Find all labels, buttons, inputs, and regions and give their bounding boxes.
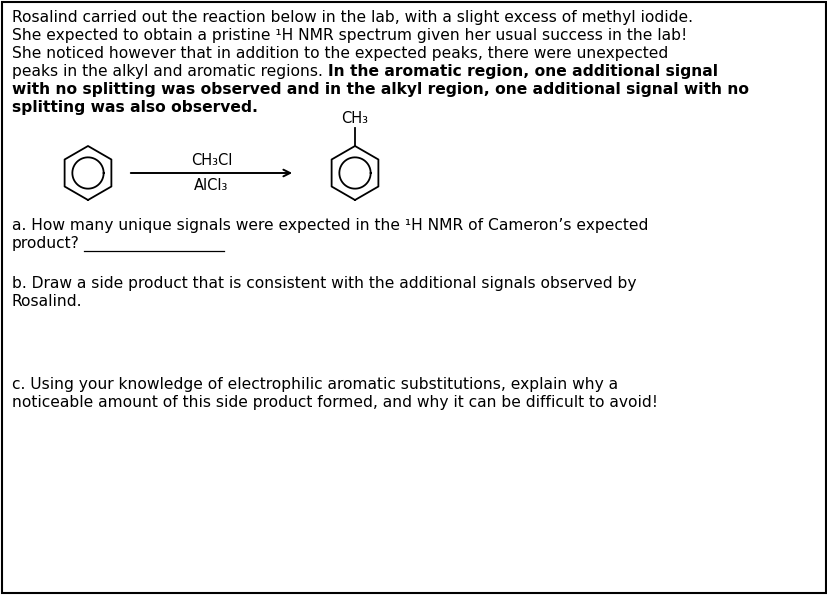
Text: peaks in the alkyl and aromatic regions.: peaks in the alkyl and aromatic regions. <box>12 64 327 79</box>
Text: She expected to obtain a pristine ¹H NMR spectrum given her usual success in the: She expected to obtain a pristine ¹H NMR… <box>12 28 686 43</box>
Text: She noticed however that in addition to the expected peaks, there were unexpecte: She noticed however that in addition to … <box>12 46 667 61</box>
Text: CH₃CI: CH₃CI <box>190 153 232 168</box>
Text: In the aromatic region, one additional signal: In the aromatic region, one additional s… <box>327 64 717 79</box>
Text: AlCl₃: AlCl₃ <box>194 178 228 193</box>
Text: noticeable amount of this side product formed, and why it can be difficult to av: noticeable amount of this side product f… <box>12 395 657 410</box>
Text: splitting was also observed.: splitting was also observed. <box>12 100 258 115</box>
Text: a. How many unique signals were expected in the ¹H NMR of Cameron’s expected: a. How many unique signals were expected… <box>12 218 648 233</box>
Text: with no splitting was observed and in the alkyl region, one additional signal wi: with no splitting was observed and in th… <box>12 82 748 97</box>
Text: c. Using your knowledge of electrophilic aromatic substitutions, explain why a: c. Using your knowledge of electrophilic… <box>12 377 618 392</box>
Text: product?: product? <box>12 236 79 251</box>
Text: Rosalind carried out the reaction below in the lab, with a slight excess of meth: Rosalind carried out the reaction below … <box>12 10 692 25</box>
Text: Rosalind.: Rosalind. <box>12 294 83 309</box>
Text: CH₃: CH₃ <box>341 111 368 126</box>
Text: b. Draw a side product that is consistent with the additional signals observed b: b. Draw a side product that is consisten… <box>12 276 636 291</box>
